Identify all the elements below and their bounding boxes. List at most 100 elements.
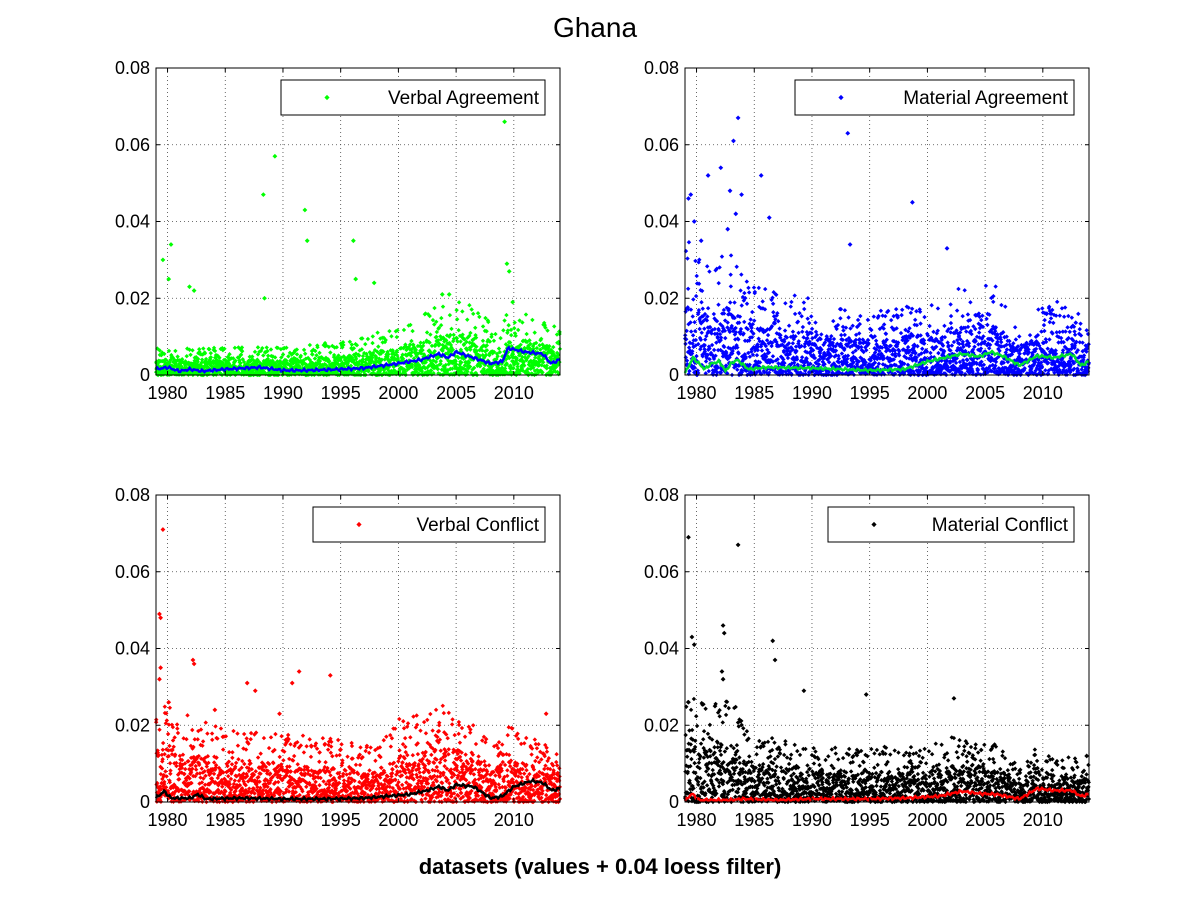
scatter-point: [162, 351, 167, 357]
scatter-point: [187, 347, 192, 352]
scatter-point: [313, 348, 318, 354]
y-tick-label: 0.06: [115, 135, 150, 155]
x-tick-label: 1995: [321, 383, 361, 403]
x-tick-label: 1990: [263, 383, 303, 403]
scatter-point: [279, 355, 284, 360]
scatter-point: [245, 362, 251, 367]
y-tick-label: 0.04: [644, 212, 679, 232]
scatter-point: [190, 348, 195, 353]
scatter-point: [173, 348, 178, 354]
scatter-point: [301, 347, 307, 353]
scatter-point: [247, 359, 253, 364]
x-tick-label: 2000: [378, 383, 418, 403]
y-tick-label: 0.08: [644, 58, 679, 78]
scatter-point: [217, 355, 222, 360]
scatter-point: [212, 348, 218, 354]
scatter-point: [298, 353, 304, 359]
scatter-point: [284, 345, 289, 350]
scatter-point: [280, 352, 286, 357]
scatter-point: [160, 358, 166, 364]
figure-xlabel: datasets (values + 0.04 loess filter): [419, 854, 782, 879]
scatter-point: [175, 357, 180, 363]
legend-label: Material Agreement: [903, 88, 1068, 109]
scatter-point: [241, 359, 247, 365]
subplot-verbal-conflict: 1980 1985 1990 1995 2000 2005 201000.020.040.0…: [115, 485, 563, 830]
scatter-point: [315, 345, 320, 350]
scatter-point: [247, 354, 252, 359]
scatter-point: [163, 357, 168, 362]
y-tick-label: 0.02: [644, 288, 679, 308]
scatter-point: [203, 356, 209, 362]
scatter-point: [286, 354, 291, 359]
scatter-point: [199, 357, 205, 362]
legend: Material Agreement: [794, 79, 1075, 116]
scatter-point: [294, 352, 300, 357]
scatter-point: [166, 348, 172, 354]
y-tick-label: 0: [140, 365, 150, 385]
figure-title: Ghana: [553, 12, 637, 43]
scatter-point: [238, 360, 243, 366]
scatter-point: [199, 360, 204, 365]
scatter-point: [197, 346, 202, 352]
scatter-point: [239, 372, 244, 377]
scatter-point: [239, 349, 245, 354]
x-tick-label: 1995: [850, 383, 890, 403]
scatter-point: [227, 352, 232, 357]
scatter-point: [255, 345, 261, 350]
x-tick-label: 2010: [494, 383, 534, 403]
scatter-point: [195, 359, 200, 364]
scatter-point: [233, 358, 238, 363]
x-tick-label: 1980: [148, 383, 188, 403]
scatter-point: [222, 346, 227, 351]
x-tick-label: 2005: [965, 383, 1005, 403]
x-tick-label: 2000: [907, 383, 947, 403]
scatter-point: [238, 352, 244, 357]
y-tick-label: 0.06: [644, 135, 679, 155]
scatter-point: [307, 342, 313, 348]
scatter-point: [202, 351, 208, 356]
scatter-point: [157, 348, 162, 353]
scatter-point: [168, 357, 173, 363]
subplot-verbal-agreement: 1980 1985 1990 1995 2000 2005 2010 0 0.02 0.04 0.0…: [115, 58, 563, 403]
scatter-point: [314, 353, 319, 358]
y-tick-label: 0.02: [115, 288, 150, 308]
x-tick-label: 1985: [205, 383, 245, 403]
scatter-point: [260, 345, 265, 351]
subplot-material-agreement: 1980 1985 1990 1995 2000 2005 201000.020.040.0…: [644, 58, 1092, 403]
scatter-point: [207, 347, 212, 352]
scatter-point: [268, 347, 274, 352]
scatter-point: [264, 345, 269, 350]
scatter-point: [261, 353, 266, 358]
y-tick-label: 0: [669, 365, 679, 385]
scatter-point: [206, 369, 212, 375]
scatter-point: [201, 346, 206, 351]
scatter-point: [170, 355, 175, 360]
scatter-point: [302, 351, 308, 356]
scatter-point: [243, 363, 248, 368]
scatter-point: [208, 355, 214, 360]
y-tick-label: 0.08: [115, 58, 150, 78]
scatter-point: [265, 356, 271, 362]
scatter-point: [310, 352, 315, 357]
x-tick-label: 1990: [792, 383, 832, 403]
scatter-point: [250, 354, 255, 359]
scatter-point: [195, 362, 200, 367]
scatter-point: [312, 356, 318, 361]
scatter-point: [232, 345, 238, 351]
scatter-point: [208, 350, 214, 356]
y-tick-label: 0.04: [115, 212, 150, 232]
scatter-point: [272, 355, 278, 360]
scatter-point: [294, 347, 300, 352]
x-tick-label: 2005: [436, 383, 476, 403]
scatter-point: [211, 361, 217, 366]
scatter-point: [265, 348, 270, 354]
scatter-point: [175, 354, 180, 359]
scatter-point: [195, 356, 201, 362]
scatter-point: [230, 356, 236, 361]
scatter-point: [184, 353, 189, 359]
x-tick-label: 1985: [734, 383, 774, 403]
legend: Verbal Agreement: [280, 79, 546, 116]
x-tick-label: 1980: [677, 383, 717, 403]
scatter-point: [188, 352, 193, 358]
